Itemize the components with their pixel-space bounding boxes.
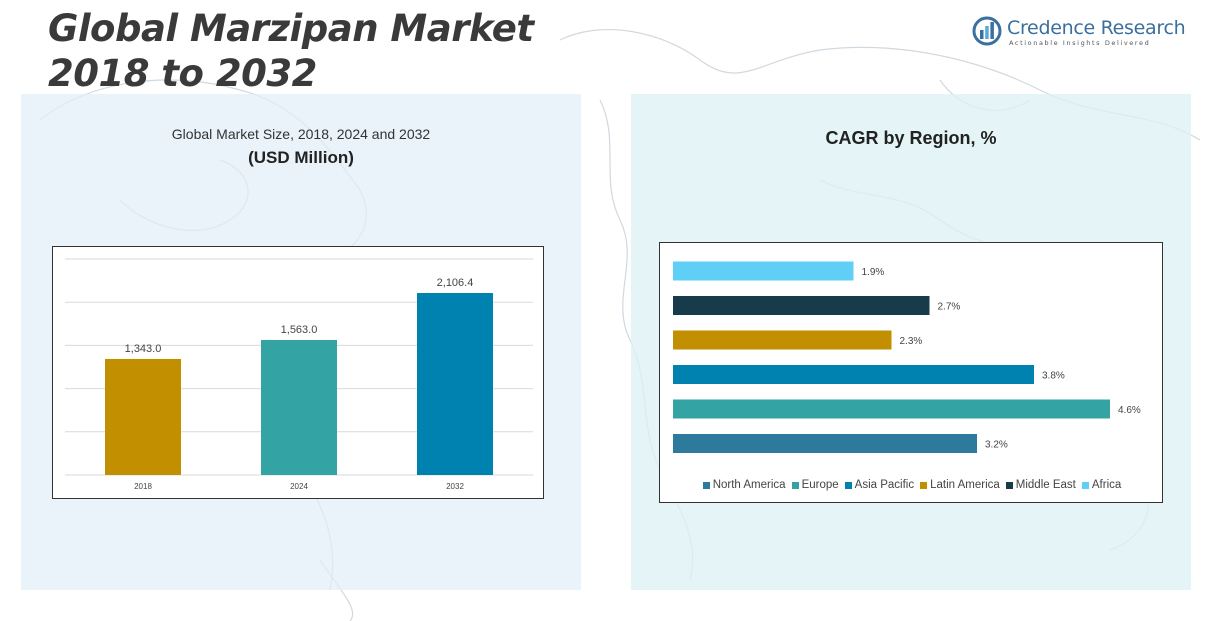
legend-label: Africa [1091, 479, 1122, 491]
data-label-middle-east: 2.7% [938, 302, 961, 313]
x-tick-label-2032: 2032 [446, 482, 464, 491]
legend-swatch [844, 481, 852, 489]
legend-item-europe: Europe [791, 479, 839, 491]
market-size-unit: (USD Million) [248, 148, 354, 167]
data-label-latin-america: 2.3% [900, 336, 923, 347]
market-size-title: Global Market Size, 2018, 2024 and 2032 [171, 126, 431, 142]
x-tick-label-2018: 2018 [134, 482, 152, 491]
x-tick-label-2024: 2024 [290, 482, 308, 491]
logo-tagline: Actionable Insights Delivered [1009, 39, 1151, 47]
data-label-2024: 1,563.0 [281, 324, 318, 336]
page-title-line-1: Global Marzipan Market [48, 7, 534, 50]
legend-item-africa: Africa [1081, 479, 1122, 491]
data-label-2018: 1,343.0 [125, 343, 162, 355]
credence-research-logo: Credence Research Actionable Insights De… [972, 16, 1186, 50]
legend-item-middle-east: Middle East [1005, 479, 1076, 491]
bar-latin-america [673, 330, 892, 350]
legend-item-asia-pacific: Asia Pacific [844, 479, 915, 491]
legend-swatch [1005, 481, 1013, 489]
market-size-chart: 1,343.0 2018 1,563.0 2024 2,106.4 2032 [52, 246, 544, 499]
legend-label: Europe [801, 479, 839, 491]
legend-label: Latin America [930, 479, 1000, 491]
data-label-asia-pacific: 3.8% [1042, 371, 1065, 382]
bar-middle-east [673, 296, 930, 315]
cagr-chart-plot: 3.2% 4.6% 3.8% 2.3% 2.7% 1.9% [673, 261, 1141, 453]
bar-africa [673, 261, 854, 281]
bar-asia-pacific [673, 365, 1034, 384]
bar-europe [673, 399, 1110, 419]
legend-swatch [702, 481, 710, 489]
legend-label: North America [712, 479, 786, 491]
page-title-line-2: 2018 to 2032 [48, 52, 317, 95]
bar-2018 [105, 358, 181, 475]
logo-name: Credence Research [1007, 17, 1186, 39]
legend-swatch [920, 481, 928, 489]
cagr-legend: North America Europe Asia Pacific Latin Ame… [660, 479, 1164, 491]
market-size-chart-plot: 1,343.0 2018 1,563.0 2024 2,106.4 2032 [65, 258, 533, 491]
legend-swatch [791, 481, 799, 489]
legend-label: Asia Pacific [854, 479, 915, 491]
bar-2024 [261, 339, 337, 475]
data-label-africa: 1.9% [862, 267, 885, 278]
cagr-title: CAGR by Region, % [825, 128, 997, 148]
cagr-chart: 3.2% 4.6% 3.8% 2.3% 2.7% 1.9% North America Eu… [659, 242, 1163, 503]
logo-mark-icon [972, 16, 1002, 46]
data-label-north-america: 3.2% [985, 440, 1008, 451]
data-label-2032: 2,106.4 [437, 277, 474, 289]
legend-label: Middle East [1015, 479, 1076, 491]
legend-swatch [1081, 481, 1089, 489]
legend-item-north-america: North America [702, 479, 786, 491]
legend-item-latin-america: Latin America [920, 479, 1000, 491]
data-label-europe: 4.6% [1118, 405, 1141, 416]
bar-north-america [673, 434, 977, 453]
bar-2032 [417, 293, 493, 475]
page-title: Global Marzipan Market 2018 to 2032 [48, 6, 568, 96]
